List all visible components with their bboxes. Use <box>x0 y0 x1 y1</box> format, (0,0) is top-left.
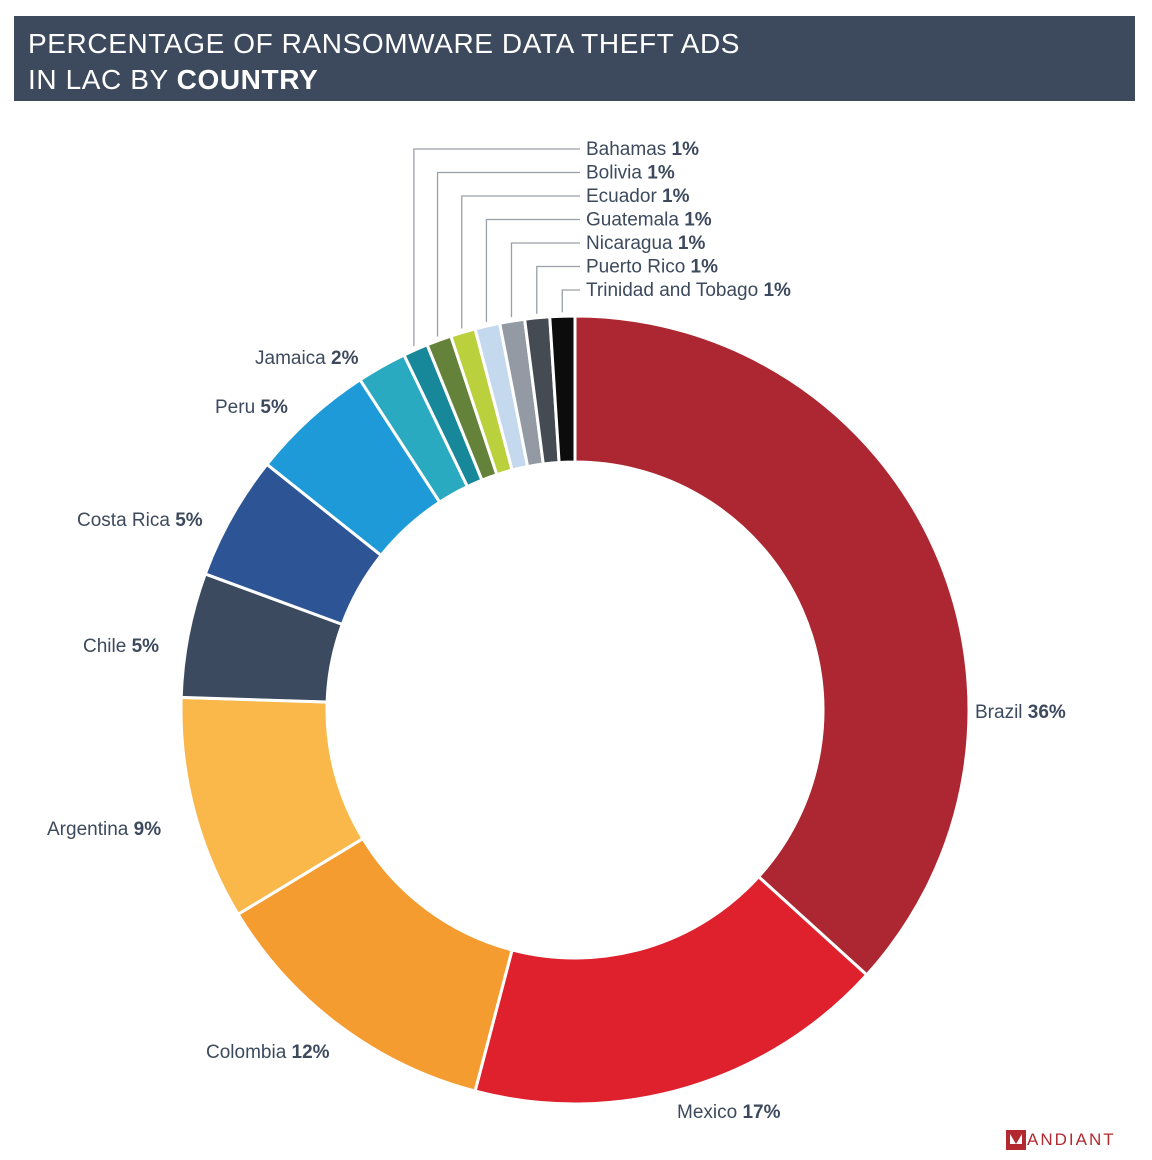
logo-text: ANDIANT <box>1027 1130 1116 1149</box>
leader-trinidad-and-tobago <box>561 289 580 313</box>
leader-bahamas <box>413 148 580 347</box>
label-costa-rica: Costa Rica 5% <box>77 510 203 531</box>
slice-brazil <box>573 314 971 978</box>
leader-puerto-rico <box>536 265 580 314</box>
leader-lines <box>413 148 580 347</box>
label-guatemala: Guatemala 1% <box>586 210 712 231</box>
donut-slices <box>179 314 971 1106</box>
label-ecuador: Ecuador 1% <box>586 186 690 207</box>
logo-mark-icon <box>1006 1130 1026 1150</box>
chart-title-line2-prefix: IN LAC BY <box>28 64 177 95</box>
label-nicaragua: Nicaragua 1% <box>586 233 705 254</box>
label-chile: Chile 5% <box>83 636 159 657</box>
label-peru: Peru 5% <box>215 397 288 418</box>
slice-trinidad-and-tobago <box>548 314 577 465</box>
chart-title: PERCENTAGE OF RANSOMWARE DATA THEFT ADS … <box>14 16 1135 101</box>
label-trinidad-and-tobago: Trinidad and Tobago 1% <box>586 280 791 301</box>
leader-bolivia <box>436 171 580 337</box>
slice-mexico <box>473 874 869 1106</box>
label-puerto-rico: Puerto Rico 1% <box>586 257 718 278</box>
slice-labels: Brazil 36% Mexico 17% Colombia 12% Argentin… <box>47 139 1066 1123</box>
leader-ecuador <box>461 195 580 329</box>
chart-title-line2: IN LAC BY COUNTRY <box>28 62 1135 98</box>
label-bahamas: Bahamas 1% <box>586 139 699 160</box>
label-mexico: Mexico 17% <box>677 1102 781 1123</box>
chart-title-line2-bold: COUNTRY <box>176 64 319 95</box>
mandiant-logo: ANDIANT <box>1006 1128 1116 1152</box>
chart-title-line1: PERCENTAGE OF RANSOMWARE DATA THEFT ADS <box>28 28 741 59</box>
label-jamaica: Jamaica 2% <box>255 348 359 369</box>
label-bolivia: Bolivia 1% <box>586 163 675 184</box>
label-colombia: Colombia 12% <box>206 1042 330 1063</box>
leader-nicaragua <box>510 242 580 318</box>
leader-guatemala <box>485 218 580 322</box>
label-brazil: Brazil 36% <box>975 702 1066 723</box>
label-argentina: Argentina 9% <box>47 819 161 840</box>
